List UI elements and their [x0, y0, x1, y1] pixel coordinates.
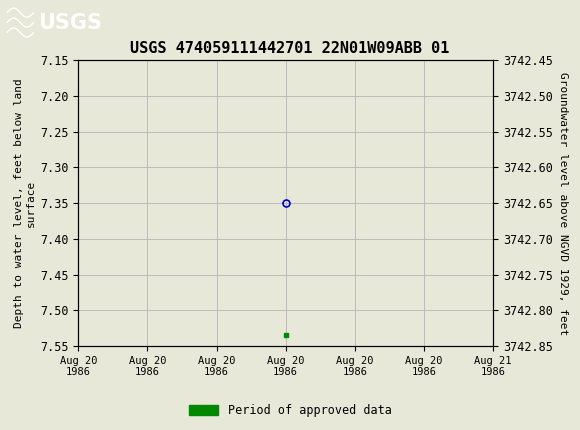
Text: USGS: USGS	[38, 12, 102, 33]
Y-axis label: Depth to water level, feet below land
surface: Depth to water level, feet below land su…	[14, 78, 36, 328]
Text: USGS 474059111442701 22N01W09ABB 01: USGS 474059111442701 22N01W09ABB 01	[130, 41, 450, 56]
Y-axis label: Groundwater level above NGVD 1929, feet: Groundwater level above NGVD 1929, feet	[558, 71, 568, 335]
Legend: Period of approved data: Period of approved data	[184, 399, 396, 422]
